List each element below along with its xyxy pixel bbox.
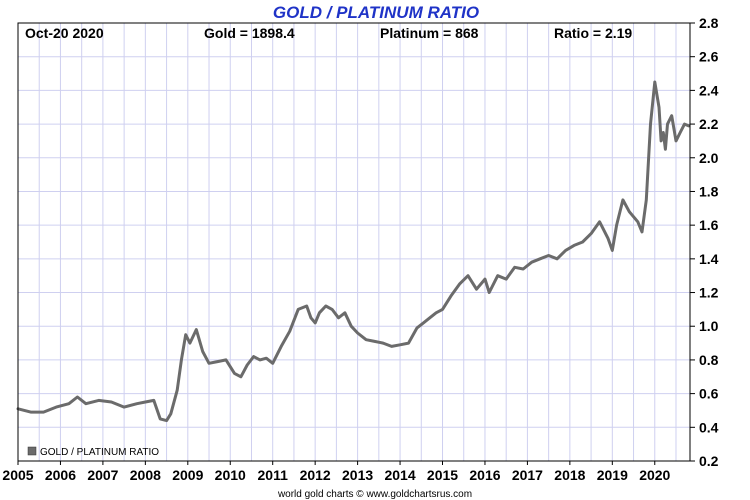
y-tick-label: 1.4 [699, 251, 719, 267]
y-tick-label: 2.6 [699, 49, 719, 65]
x-tick-label: 2011 [258, 467, 289, 483]
y-tick-label: 0.6 [699, 386, 719, 402]
x-tick-label: 2010 [215, 467, 246, 483]
header-gold: Gold = 1898.4 [204, 25, 295, 41]
y-tick-label: 2.4 [699, 82, 719, 98]
y-tick-label: 0.8 [699, 352, 719, 368]
x-tick-label: 2017 [512, 467, 543, 483]
header-date: Oct-20 2020 [25, 25, 104, 41]
series-line-gold-platinum-ratio [16, 80, 691, 423]
x-tick-label: 2016 [469, 467, 500, 483]
chart-title: GOLD / PLATINUM RATIO [273, 3, 479, 22]
header-platinum: Platinum = 868 [380, 25, 479, 41]
y-tick-label: 0.2 [699, 453, 719, 469]
footer-credit: world gold charts © www.goldchartsrus.co… [277, 489, 472, 500]
x-tick-label: 2012 [300, 467, 331, 483]
header-ratio: Ratio = 2.19 [554, 25, 632, 41]
x-tick-label: 2007 [87, 467, 118, 483]
y-tick-label: 2.2 [699, 116, 719, 132]
y-tick-label: 0.4 [699, 419, 719, 435]
legend: GOLD / PLATINUM RATIO [27, 446, 159, 458]
y-tick-label: 1.0 [699, 318, 719, 334]
series-layer [16, 80, 691, 423]
x-tick-label: 2006 [45, 467, 76, 483]
x-tick-label: 2013 [342, 467, 373, 483]
y-axis: 0.2 0.4 0.6 0.8 1.0 1.2 1.4 1.6 1.8 2.0 2.2 2.4 2.6 2… [690, 15, 719, 469]
y-tick-label: 2.8 [699, 15, 719, 31]
y-tick-label: 1.8 [699, 183, 719, 199]
y-tick-label: 1.6 [699, 217, 719, 233]
x-tick-label: 2015 [427, 467, 458, 483]
x-tick-label: 2019 [597, 467, 628, 483]
plot-area [18, 23, 690, 461]
legend-swatch [27, 446, 37, 456]
x-tick-label: 2005 [2, 467, 33, 483]
y-tick-label: 1.2 [699, 285, 719, 301]
x-tick-label: 2014 [384, 467, 415, 483]
x-axis: 2005 2006 2007 2008 2009 2010 2011 2012 2013 2014… [2, 461, 671, 483]
x-tick-label: 2009 [172, 467, 203, 483]
x-tick-label: 2008 [130, 467, 161, 483]
y-tick-label: 2.0 [699, 150, 719, 166]
plot-frame [17, 22, 691, 462]
x-tick-label: 2018 [554, 467, 585, 483]
x-tick-label: 2020 [639, 467, 670, 483]
legend-label: GOLD / PLATINUM RATIO [40, 447, 159, 458]
